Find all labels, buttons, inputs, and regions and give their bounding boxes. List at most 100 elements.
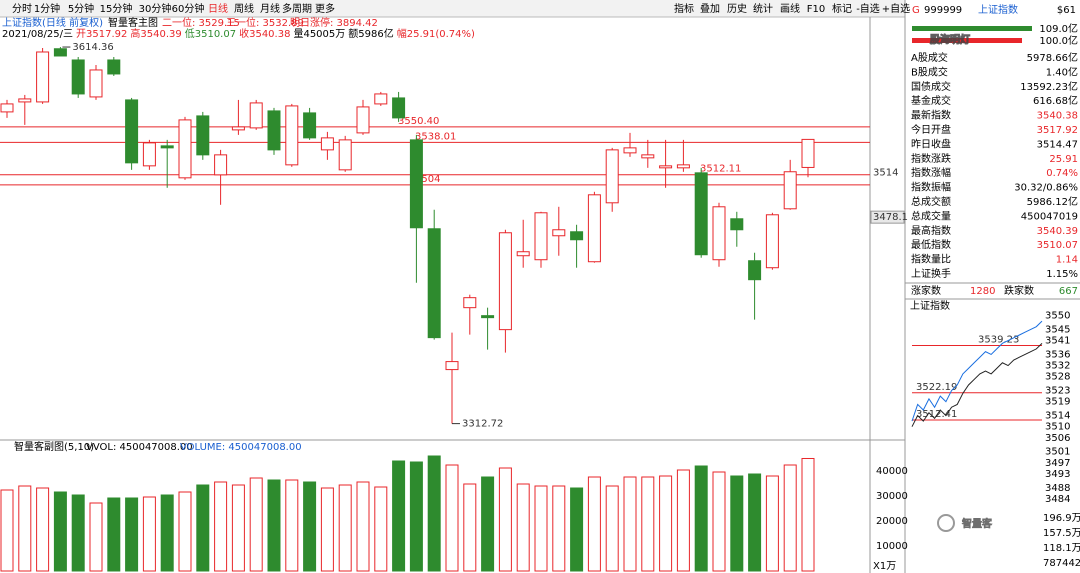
bar-info-item: 低3510.07 xyxy=(185,27,236,40)
mini-tick-label: 3497 xyxy=(1045,458,1070,469)
high-annotation: 3614.36 xyxy=(72,42,113,53)
mini-level-label: 3539.23 xyxy=(978,334,1019,345)
volume-bar xyxy=(125,497,139,572)
tool-button[interactable]: 统计 xyxy=(753,2,773,15)
volume-bar xyxy=(534,485,548,572)
period-tab[interactable]: 日线 xyxy=(208,2,228,15)
volume-bar xyxy=(748,473,762,572)
period-tab[interactable]: 15分钟 xyxy=(100,2,133,15)
quote-label: 指数涨幅 xyxy=(911,166,951,179)
volume-bar xyxy=(338,484,352,572)
volume-bar xyxy=(392,460,406,572)
volume-bar xyxy=(178,491,192,572)
candle-body xyxy=(712,206,726,261)
volume-bar xyxy=(249,477,263,572)
quote-value: 30.32/0.86% xyxy=(1014,183,1078,194)
mini-title: 上证指数 xyxy=(910,299,950,312)
tool-button[interactable]: 标记 xyxy=(832,3,852,15)
bar-info-item: 量45005万 xyxy=(293,28,345,40)
quote-value: 3514.47 xyxy=(1037,139,1078,150)
quote-value: 3540.39 xyxy=(1037,226,1078,237)
volume-tick-label: 20000 xyxy=(876,516,908,527)
volume-bar xyxy=(641,476,655,572)
period-tab[interactable]: 更多 xyxy=(315,2,335,15)
candle-body xyxy=(409,139,423,229)
quote-label: 今日开盘 xyxy=(911,123,951,136)
watermark: 智量客 xyxy=(962,517,992,530)
candle-body xyxy=(374,93,388,105)
candle-body xyxy=(320,137,334,151)
tool-button[interactable]: 叠加 xyxy=(700,3,720,15)
candle-body xyxy=(303,112,317,139)
tool-button[interactable]: -自选 xyxy=(856,2,880,15)
period-tab[interactable]: 30分钟 xyxy=(139,2,172,15)
volume-bar xyxy=(481,476,495,572)
watermark-logo xyxy=(937,514,955,532)
quote-value: 616.68亿 xyxy=(1033,94,1078,107)
quote-label: 指数量比 xyxy=(911,253,951,266)
period-tab[interactable]: 周线 xyxy=(234,2,254,15)
volume-bar xyxy=(605,485,619,572)
volume-bar xyxy=(552,485,566,572)
candle-body xyxy=(107,59,121,75)
tool-button[interactable]: +自选 xyxy=(882,2,910,15)
mini-tick-label: 3532 xyxy=(1045,361,1070,372)
volume-bar xyxy=(409,461,423,572)
volume-bar xyxy=(196,484,210,572)
candle-body xyxy=(498,232,512,331)
volume-tick-label: 30000 xyxy=(876,491,908,502)
mini-volume-label: 787442 xyxy=(1043,558,1080,569)
volume-unit: X1万 xyxy=(873,561,896,572)
breadth-item: 667 xyxy=(1059,286,1078,297)
quote-label: 上证换手 xyxy=(911,267,951,280)
quote-symbol: 999999 xyxy=(924,5,962,16)
quote-label: B股成交 xyxy=(911,65,948,78)
volume-bar xyxy=(303,481,317,572)
volume-stat: VVOL: 450047008.00 xyxy=(86,442,193,453)
period-tab[interactable]: 60分钟 xyxy=(172,2,205,15)
candle-body xyxy=(748,260,762,281)
period-tab[interactable]: 5分钟 xyxy=(68,2,94,15)
volume-bar xyxy=(89,502,103,572)
candle-body xyxy=(249,102,263,129)
quote-label: 总成交额 xyxy=(911,195,951,208)
quote-label: 指数振幅 xyxy=(911,181,951,194)
volume-bar xyxy=(107,497,121,572)
candle-body xyxy=(427,228,441,339)
quote-value: 5978.66亿 xyxy=(1027,51,1078,64)
tool-button[interactable]: 画线 xyxy=(780,2,800,15)
volume-bar xyxy=(0,489,14,572)
volume-bar xyxy=(587,476,601,572)
mini-tick-label: 3514 xyxy=(1045,411,1070,422)
candle-body xyxy=(570,231,584,241)
volume-bar xyxy=(18,485,32,572)
quote-value: 1.40亿 xyxy=(1046,65,1078,78)
period-tab[interactable]: 分时 xyxy=(12,3,32,15)
volume-bar xyxy=(623,476,637,572)
candle-body xyxy=(801,138,815,168)
candle-body xyxy=(552,229,566,237)
quote-label: 指数涨跌 xyxy=(911,152,951,165)
volume-tick-label: 10000 xyxy=(876,541,908,552)
candle-body xyxy=(18,98,32,103)
mini-volume-label: 157.5万 xyxy=(1043,528,1080,539)
bar-info-item: 幅25.91(0.74%) xyxy=(397,27,475,40)
candle-body xyxy=(676,164,690,169)
volume-bar xyxy=(730,475,744,572)
watermark: 股海明灯 xyxy=(930,33,970,46)
volume-bar xyxy=(374,486,388,572)
breadth-item: 跌家数 xyxy=(1004,284,1034,297)
tool-button[interactable]: 历史 xyxy=(727,3,747,15)
period-tab[interactable]: 1分钟 xyxy=(34,2,60,15)
period-tab[interactable]: 多周期 xyxy=(282,2,312,15)
tool-button[interactable]: F10 xyxy=(807,4,825,15)
flow-label: 109.0亿 xyxy=(1039,22,1078,35)
volume-bar xyxy=(694,465,708,572)
tool-button[interactable]: 指标 xyxy=(674,2,694,15)
quote-value: 1.14 xyxy=(1056,255,1078,266)
period-tab[interactable]: 月线 xyxy=(260,2,280,15)
bar-info-item: 开3517.92 xyxy=(76,29,127,40)
level-label: 3512.11 xyxy=(700,164,741,175)
flow-bar xyxy=(912,38,1022,43)
mini-tick-label: 3484 xyxy=(1045,494,1070,505)
